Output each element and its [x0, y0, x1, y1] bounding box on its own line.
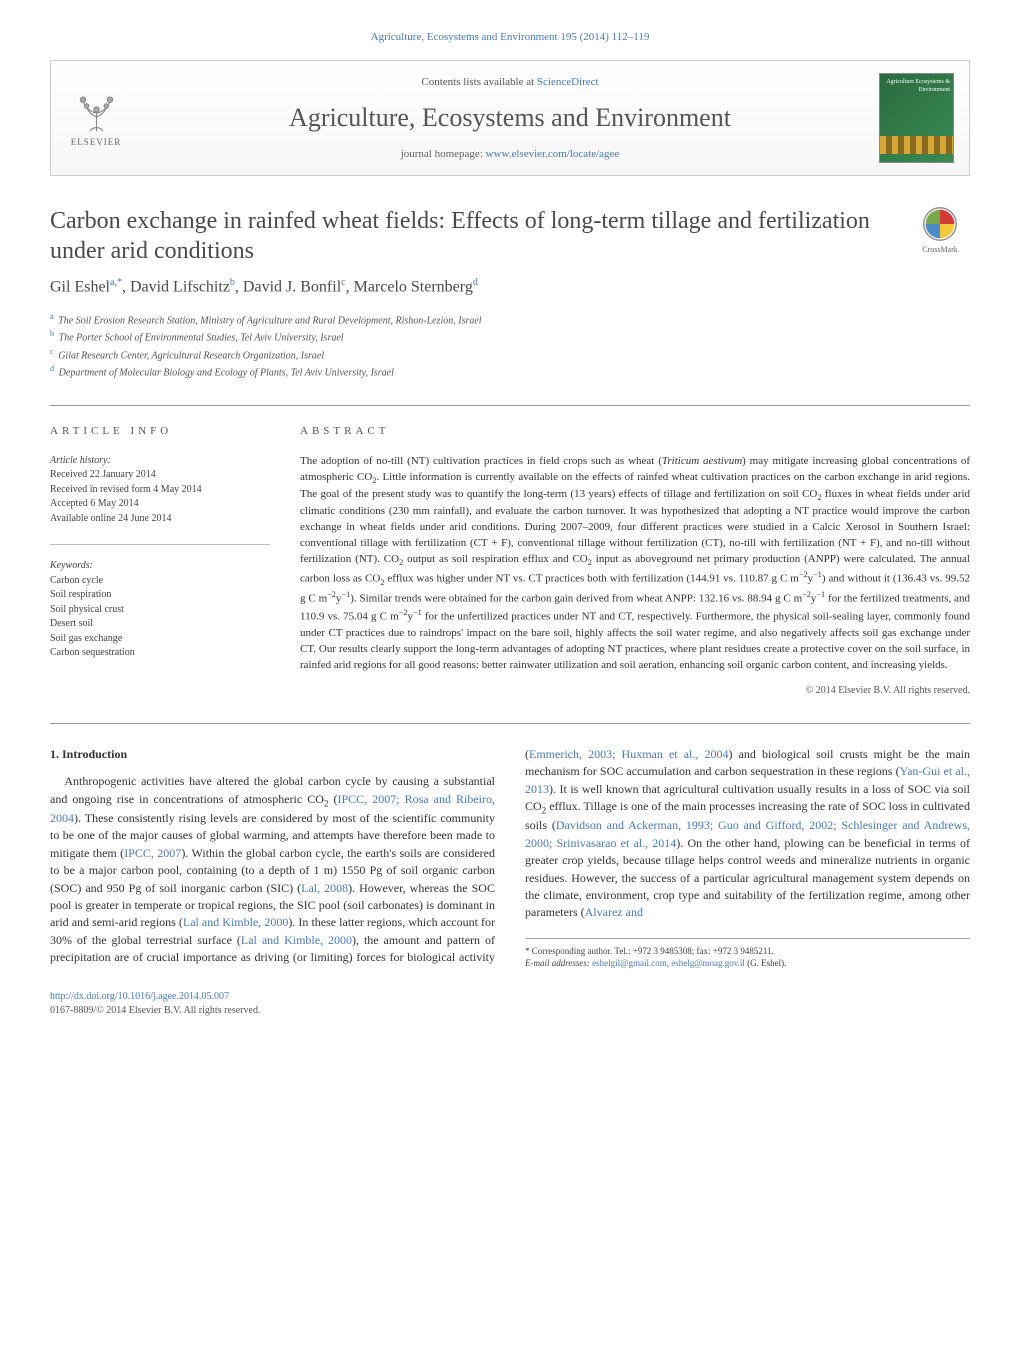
- elsevier-wordmark: ELSEVIER: [61, 136, 131, 149]
- issn-copyright: 0167-8809/© 2014 Elsevier B.V. All right…: [50, 1005, 260, 1016]
- contents-available-line: Contents lists available at ScienceDirec…: [141, 75, 879, 90]
- abstract-column: ABSTRACT The adoption of no-till (NT) cu…: [300, 424, 970, 697]
- affiliations-block: a The Soil Erosion Research Station, Min…: [50, 311, 970, 380]
- article-info-label: ARTICLE INFO: [50, 424, 270, 439]
- intro-heading: 1. Introduction: [50, 746, 495, 763]
- sciencedirect-link[interactable]: ScienceDirect: [537, 76, 599, 88]
- citation-link[interactable]: IPCC, 2007: [124, 846, 181, 860]
- history-revised: Received in revised form 4 May 2014: [50, 483, 270, 498]
- history-accepted: Accepted 6 May 2014: [50, 497, 270, 512]
- abstract-text: The adoption of no-till (NT) cultivation…: [300, 454, 970, 674]
- history-heading: Article history:: [50, 454, 270, 469]
- journal-cover-band: [880, 136, 953, 154]
- keywords-heading: Keywords:: [50, 559, 270, 574]
- citation-link[interactable]: Davidson and Ackerman, 1993; Guo and Gif…: [525, 818, 970, 849]
- abstract-bottom-rule: [50, 723, 970, 724]
- footnote-email-suffix: (G. Eshel).: [745, 958, 787, 968]
- footnote-emails: E-mail addresses: eshelgil@gmail.com, es…: [525, 957, 970, 970]
- journal-cover-title: Agriculture Ecosystems & Environment: [880, 74, 953, 98]
- citation-link[interactable]: Emmerich, 2003; Huxman et al., 2004: [529, 747, 729, 761]
- meta-divider: [50, 544, 270, 545]
- crossmark-icon: [922, 206, 958, 242]
- citation-link[interactable]: Yan-Gui et al., 2013: [525, 764, 970, 795]
- keywords-list: Carbon cycleSoil respirationSoil physica…: [50, 574, 270, 661]
- abstract-label: ABSTRACT: [300, 424, 970, 439]
- footnote-corr: * Corresponding author. Tel.: +972 3 948…: [525, 945, 970, 958]
- footnote-email-1[interactable]: eshelgil@gmail.com: [592, 958, 667, 968]
- crossmark-badge[interactable]: CrossMark: [910, 206, 970, 255]
- journal-homepage-line: journal homepage: www.elsevier.com/locat…: [141, 147, 879, 162]
- journal-cover-thumbnail: Agriculture Ecosystems & Environment: [879, 73, 954, 163]
- abstract-copyright: © 2014 Elsevier B.V. All rights reserved…: [300, 684, 970, 698]
- citation-link[interactable]: IPCC, 2007; Rosa and Ribeiro, 2004: [50, 792, 495, 825]
- elsevier-logo: ELSEVIER: [51, 88, 141, 149]
- corresponding-author-footnote: * Corresponding author. Tel.: +972 3 948…: [525, 938, 970, 970]
- authors-line: Gil Eshela,*, David Lifschitzb, David J.…: [50, 276, 970, 299]
- history-received: Received 22 January 2014: [50, 468, 270, 483]
- citation-link[interactable]: Alvarez and: [585, 905, 643, 919]
- history-online: Available online 24 June 2014: [50, 512, 270, 527]
- citation-link[interactable]: Lal and Kimble, 2000: [241, 933, 352, 947]
- citation-link[interactable]: Lal, 2008: [301, 881, 348, 895]
- citation-link[interactable]: Lal and Kimble, 2000: [183, 915, 288, 929]
- footnote-email-2[interactable]: eshelg@moag.gov.il: [671, 958, 745, 968]
- contents-prefix: Contents lists available at: [421, 76, 536, 88]
- intro-paragraph: Anthropogenic activities have altered th…: [50, 746, 970, 970]
- footnote-email-label: E-mail addresses:: [525, 958, 590, 968]
- article-title: Carbon exchange in rainfed wheat fields:…: [50, 206, 910, 266]
- keywords-block: Keywords: Carbon cycleSoil respirationSo…: [50, 559, 270, 661]
- elsevier-tree-icon: [74, 88, 119, 133]
- journal-citation-header: Agriculture, Ecosystems and Environment …: [50, 30, 970, 45]
- homepage-prefix: journal homepage:: [401, 148, 486, 160]
- journal-title: Agriculture, Ecosystems and Environment: [141, 100, 879, 136]
- article-info-column: ARTICLE INFO Article history: Received 2…: [50, 424, 270, 697]
- doi-block: http://dx.doi.org/10.1016/j.agee.2014.05…: [50, 990, 970, 1018]
- article-history: Article history: Received 22 January 201…: [50, 454, 270, 527]
- doi-link[interactable]: http://dx.doi.org/10.1016/j.agee.2014.05…: [50, 991, 229, 1002]
- crossmark-label: CrossMark: [910, 244, 970, 255]
- body-two-columns: 1. Introduction Anthropogenic activities…: [50, 746, 970, 970]
- journal-banner: ELSEVIER Contents lists available at Sci…: [50, 60, 970, 176]
- journal-homepage-link[interactable]: www.elsevier.com/locate/agee: [486, 148, 620, 160]
